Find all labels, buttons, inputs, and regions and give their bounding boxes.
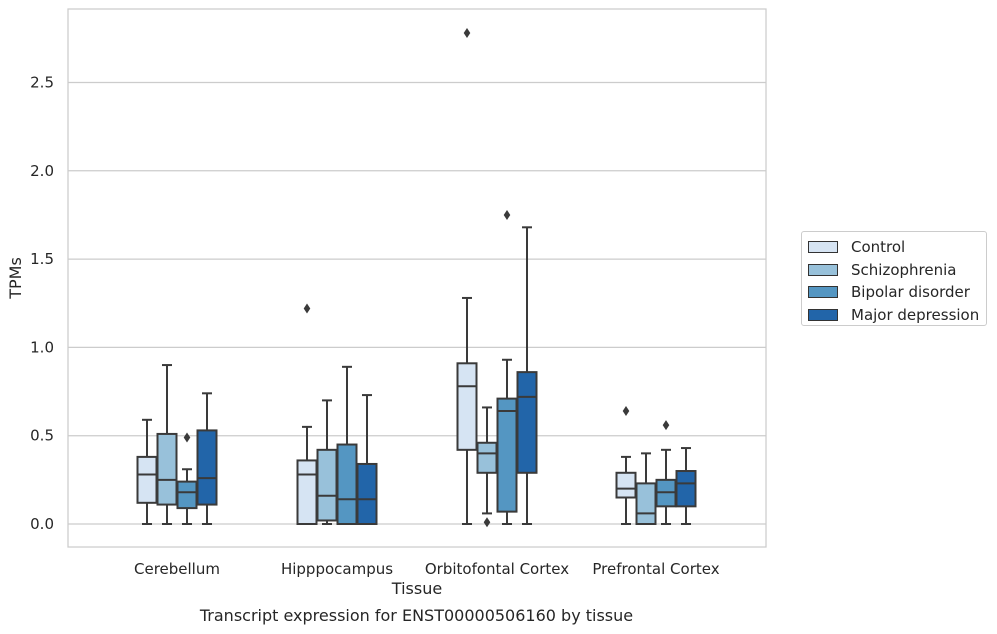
box-major-depression: [516, 226, 538, 525]
box-iqr: [296, 459, 318, 526]
box-iqr: [196, 429, 218, 506]
y-tick-label: 0.5: [30, 427, 54, 445]
x-axis-label: Tissue: [391, 579, 442, 598]
box-control: [615, 405, 637, 525]
legend-item: Control: [808, 236, 986, 259]
box-bipolar-disorder: [336, 365, 358, 525]
box-iqr: [316, 448, 338, 522]
legend: Control Schizophrenia Bipolar disorder Majo…: [801, 231, 987, 326]
box-iqr: [516, 371, 538, 474]
box-iqr: [456, 362, 478, 451]
x-tick-label: Hipppocampus: [281, 560, 393, 578]
legend-swatch: [808, 308, 838, 321]
legend-label: Bipolar disorder: [851, 283, 970, 302]
y-tick-labels: 0.0 0.5 1.0 1.5 2.0 2.5: [30, 74, 54, 534]
outlier-point: [303, 303, 311, 314]
outlier-point: [463, 28, 471, 39]
box-schizophrenia: [476, 406, 498, 528]
box-schizophrenia: [635, 452, 657, 525]
outlier-point: [662, 420, 670, 431]
plot-frame: [67, 8, 767, 548]
outlier-point: [183, 432, 191, 443]
box-iqr: [635, 482, 657, 525]
box-control: [456, 28, 478, 525]
y-tick-label: 0.0: [30, 515, 54, 533]
box-bipolar-disorder: [176, 432, 198, 525]
box-major-depression: [356, 394, 378, 525]
outlier-point: [622, 405, 630, 416]
y-tick-label: 1.5: [30, 250, 54, 268]
box-schizophrenia: [316, 399, 338, 525]
legend-item: Major depression: [808, 304, 986, 327]
box-iqr: [136, 455, 158, 504]
legend-swatch: [808, 286, 838, 299]
box-iqr: [496, 397, 518, 513]
y-tick-label: 2.0: [30, 162, 54, 180]
box-major-depression: [196, 392, 218, 525]
box-iqr: [156, 432, 178, 506]
y-tick-label: 2.5: [30, 74, 54, 92]
legend-label: Major depression: [851, 305, 980, 324]
box-iqr: [336, 443, 358, 525]
box-schizophrenia: [156, 364, 178, 525]
legend-label: Control: [851, 238, 906, 257]
legend-swatch: [808, 263, 838, 276]
legend-item: Schizophrenia: [808, 259, 986, 282]
legend-label: Schizophrenia: [851, 260, 957, 279]
x-tick-label: Prefrontal Cortex: [592, 560, 719, 578]
outlier-point: [483, 517, 491, 528]
legend-swatch: [808, 241, 838, 254]
box-control: [296, 303, 318, 526]
box-bipolar-disorder: [655, 420, 677, 525]
box-major-depression: [675, 447, 697, 525]
legend-item: Bipolar disorder: [808, 281, 986, 304]
box-iqr: [675, 470, 697, 508]
box-iqr: [356, 462, 378, 525]
box-iqr: [176, 480, 198, 510]
chart-caption: Transcript expression for ENST0000050616…: [199, 606, 634, 625]
x-tick-label: Orbitofontal Cortex: [425, 560, 569, 578]
outlier-point: [503, 209, 511, 220]
box-bipolar-disorder: [496, 209, 518, 525]
x-tick-label: Cerebellum: [134, 560, 220, 578]
y-tick-label: 1.0: [30, 338, 54, 356]
box-iqr: [476, 441, 498, 474]
y-axis-label: TPMs: [6, 257, 25, 300]
box-series: [136, 28, 697, 528]
box-iqr: [615, 471, 637, 499]
x-tick-labels: Cerebellum Hipppocampus Orbitofontal Corte…: [134, 560, 720, 578]
